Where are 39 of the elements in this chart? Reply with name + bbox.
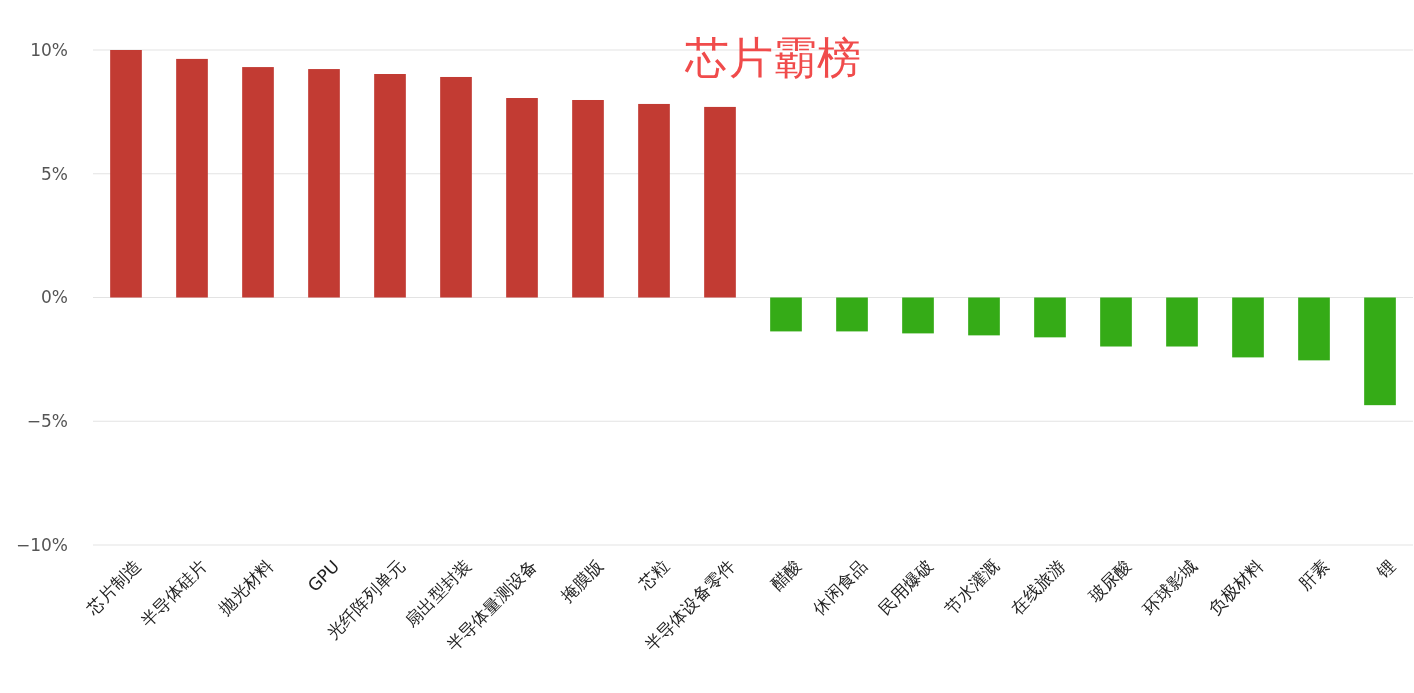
bar: [110, 50, 142, 298]
x-tick-label: 环球影城: [1139, 556, 1202, 619]
bar: [968, 297, 1000, 336]
bar: [1166, 297, 1198, 347]
y-tick-label: 10%: [30, 39, 68, 60]
bar: [704, 106, 736, 298]
bar: [638, 103, 670, 298]
x-tick-label: 在线旅游: [1007, 556, 1070, 619]
bar: [242, 67, 274, 298]
bar: [440, 76, 472, 298]
x-tick-label: 休闲食品: [809, 556, 872, 619]
x-tick-label: 芯粒: [634, 556, 674, 595]
bar: [902, 297, 934, 334]
y-tick-label: −5%: [26, 411, 68, 432]
bar: [1364, 297, 1396, 406]
bar: [374, 74, 406, 298]
bar: [572, 100, 604, 298]
x-tick-label: 玻尿酸: [1085, 556, 1136, 607]
y-tick-label: 5%: [41, 163, 68, 184]
bar: [506, 98, 538, 298]
bar: [176, 58, 208, 298]
x-tick-label: 民用爆破: [875, 556, 938, 619]
y-tick-label: 0%: [41, 287, 68, 308]
bar: [1100, 297, 1132, 347]
bar: [308, 69, 340, 298]
x-tick-label: 抛光材料: [215, 556, 278, 619]
bar: [1034, 297, 1066, 338]
x-tick-label: 肝素: [1295, 556, 1334, 595]
bar: [1298, 297, 1330, 361]
x-tick-label: 醋酸: [767, 556, 806, 595]
x-tick-label: 掩膜版: [557, 556, 608, 607]
bar: [770, 297, 802, 332]
y-tick-label: −10%: [15, 534, 68, 555]
x-tick-label: 节水灌溉: [941, 556, 1004, 619]
x-tick-label: 锂: [1372, 556, 1400, 583]
chart-title: 芯片霸榜: [684, 32, 861, 84]
x-tick-label: 负极材料: [1205, 556, 1268, 619]
bar: [1232, 297, 1264, 358]
bar: [836, 297, 868, 332]
